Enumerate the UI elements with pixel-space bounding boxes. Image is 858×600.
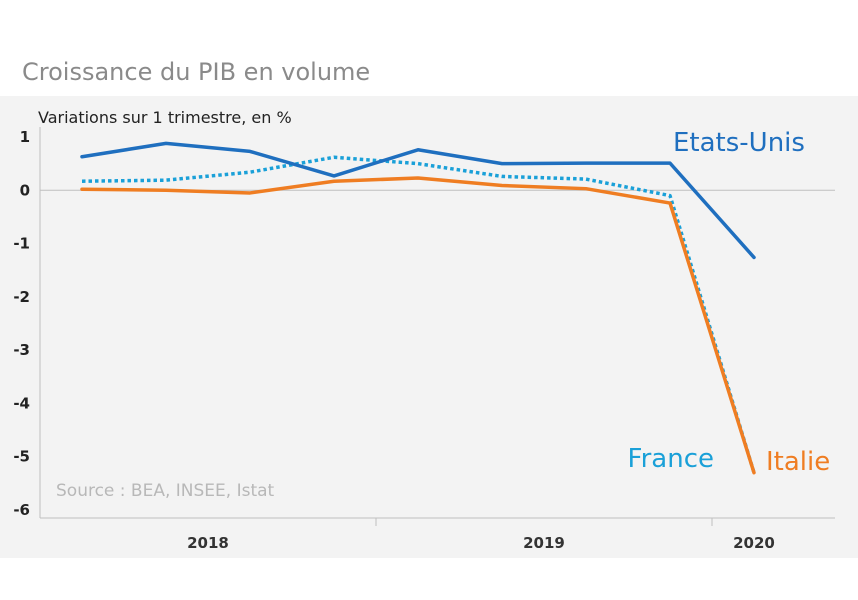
axes	[39, 127, 835, 519]
x-ticks: 2018 2019 2020	[187, 518, 775, 552]
y-tick-label: -4	[13, 394, 30, 412]
page-title: Croissance du PIB en volume	[22, 58, 371, 86]
y-tick-label: -1	[13, 235, 30, 253]
series-line-italie	[80, 176, 756, 475]
y-tick-label: -5	[13, 448, 30, 466]
line-chart: Variations sur 1 trimestre, en % 1 0 -1 -2 -…	[13, 108, 835, 552]
series-label-france: France	[628, 444, 714, 474]
y-ticks: 1 0 -1 -2 -3 -4 -5 -6	[13, 128, 30, 519]
x-tick-label: 2020	[733, 534, 775, 552]
source-note: Source : BEA, INSEE, Istat	[56, 481, 275, 501]
y-tick-label: -3	[13, 341, 30, 359]
y-tick-label: -2	[13, 288, 30, 306]
series-labels: Etats-Unis France Italie	[628, 128, 831, 477]
chart-panel: Variations sur 1 trimestre, en % 1 0 -1 -2 -…	[0, 96, 858, 558]
series-line-france	[81, 155, 756, 474]
y-tick-label: -6	[13, 501, 30, 519]
y-tick-label: 1	[20, 128, 30, 146]
y-tick-label: 0	[20, 181, 30, 199]
x-tick-label: 2019	[523, 534, 565, 552]
series-lines	[80, 141, 756, 475]
series-label-italie: Italie	[766, 447, 830, 477]
series-line-etats-unis	[80, 141, 756, 260]
series-label-etats-unis: Etats-Unis	[673, 128, 805, 158]
x-tick-label: 2018	[187, 534, 229, 552]
y-axis-label: Variations sur 1 trimestre, en %	[38, 108, 292, 127]
